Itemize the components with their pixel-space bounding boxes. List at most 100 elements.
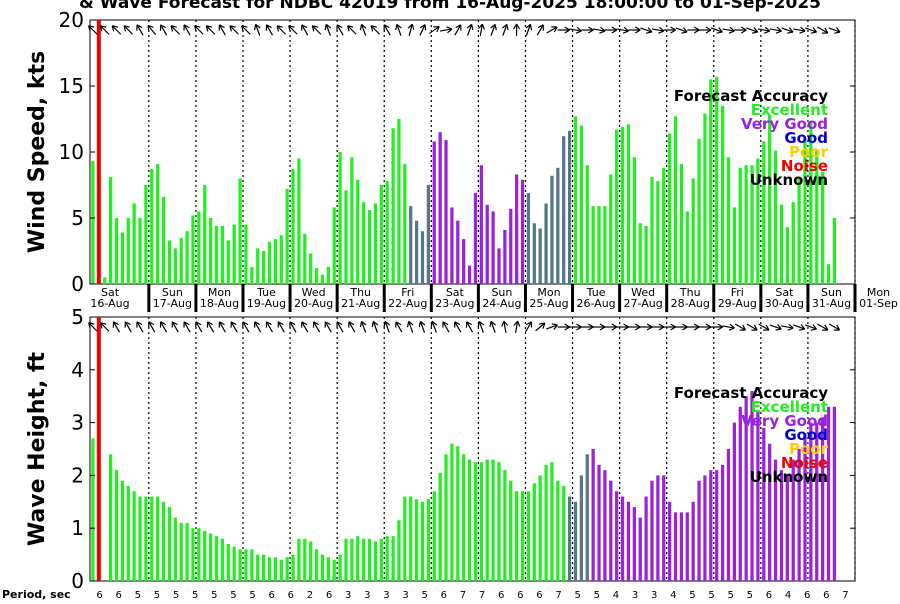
bar (291, 554, 295, 581)
bar (362, 538, 366, 581)
direction-arrow-icon (769, 26, 782, 34)
bar (779, 204, 784, 284)
arrow-shaft (277, 321, 285, 333)
period-value: 5 (575, 590, 581, 600)
date-label: 22-Aug (388, 297, 427, 310)
arrow-head (395, 321, 402, 328)
bar (679, 163, 684, 284)
direction-arrow-icon (477, 320, 485, 333)
date-label: 18-Aug (200, 297, 239, 310)
arrow-shaft (503, 320, 507, 334)
arrow-head (218, 321, 225, 328)
date-label: 01-Sep (859, 297, 898, 310)
arrow-shaft (722, 28, 735, 32)
bar (720, 464, 725, 581)
period-value: 2 (307, 590, 313, 600)
bar (797, 449, 801, 581)
arrow-shaft (408, 24, 413, 36)
arrow-head (347, 25, 354, 32)
arrow-shaft (466, 24, 473, 36)
arrow-head (693, 323, 700, 331)
bar (132, 203, 136, 284)
arrow-shaft (171, 321, 179, 333)
bar (144, 496, 148, 581)
bar (432, 491, 436, 581)
arrow-shaft (207, 321, 215, 333)
direction-arrow-icon (793, 324, 806, 331)
arrow-head (430, 320, 438, 328)
bar (556, 480, 560, 581)
arrow-head (241, 25, 248, 32)
date-label: 29-Aug (718, 297, 757, 310)
direction-arrow-icon (136, 321, 144, 333)
arrow-shaft (479, 23, 483, 37)
bar (420, 501, 425, 581)
bar (768, 443, 772, 581)
direction-arrow-icon (698, 323, 712, 331)
arrow-head (195, 321, 202, 328)
bar (273, 239, 277, 284)
bar (509, 208, 513, 284)
day-separator (288, 284, 292, 312)
bar (726, 157, 731, 284)
arrow-head (716, 27, 723, 34)
bar (103, 277, 107, 284)
day-of-week-label: Fri (731, 286, 744, 299)
y-tick-label: 10 (59, 140, 84, 164)
period-values: 6 6 5 5 5 5 5 5 5 6 6 2 6 3 3 3 3 5 6 7 7 6 6 6 7 5 5 4 3 3 4 5 5 5 5 6 4 6 6 7 (96, 590, 848, 601)
arrow-head (206, 321, 213, 328)
bar (538, 475, 542, 581)
bar (326, 557, 330, 581)
arrow-head (370, 25, 377, 32)
bar (444, 140, 448, 284)
arrow-shaft (194, 25, 204, 35)
arrow-shaft (242, 321, 250, 333)
bar (768, 115, 772, 284)
bar (515, 491, 519, 581)
bar (450, 207, 454, 284)
arrow-head (446, 26, 453, 34)
period-value: 5 (747, 590, 753, 600)
legend-item-excellent: Excellent (751, 101, 828, 119)
arrow-head (538, 322, 546, 329)
arrow-shaft (255, 24, 261, 36)
arrow-shaft (793, 28, 806, 32)
arrow-head (477, 320, 485, 328)
arrow-shaft (817, 323, 829, 331)
arrow-head (775, 324, 782, 331)
bar (732, 207, 736, 284)
arrow-shaft (502, 24, 508, 36)
period-value: 6 (326, 590, 332, 600)
bar (232, 224, 236, 284)
direction-arrow-icon (490, 23, 497, 36)
direction-arrow-icon (336, 321, 344, 333)
bar (809, 422, 813, 581)
bar (738, 167, 742, 284)
date-label: 30-Aug (765, 297, 804, 310)
current-time-line (96, 20, 101, 284)
bar (385, 536, 389, 581)
bar (203, 185, 207, 284)
bar (656, 475, 660, 581)
arrow-shaft (111, 25, 122, 35)
day-separator (335, 284, 339, 312)
bar (579, 125, 583, 284)
bar (467, 459, 472, 581)
direction-arrow-icon (370, 25, 381, 35)
bar (662, 475, 666, 581)
day-separator (429, 284, 433, 312)
direction-arrow-icon (124, 321, 132, 333)
arrow-shaft (651, 28, 664, 32)
bar (120, 232, 124, 284)
arrow-head (526, 321, 533, 328)
direction-arrow-icon (419, 24, 427, 36)
direction-arrow-icon (569, 26, 582, 34)
bar (644, 496, 648, 581)
arrow-head (681, 27, 688, 34)
bar (579, 475, 583, 581)
direction-arrow-icon (675, 323, 688, 331)
arrow-head (513, 23, 521, 30)
direction-arrow-icon (276, 25, 286, 35)
direction-arrow-icon (525, 23, 533, 36)
